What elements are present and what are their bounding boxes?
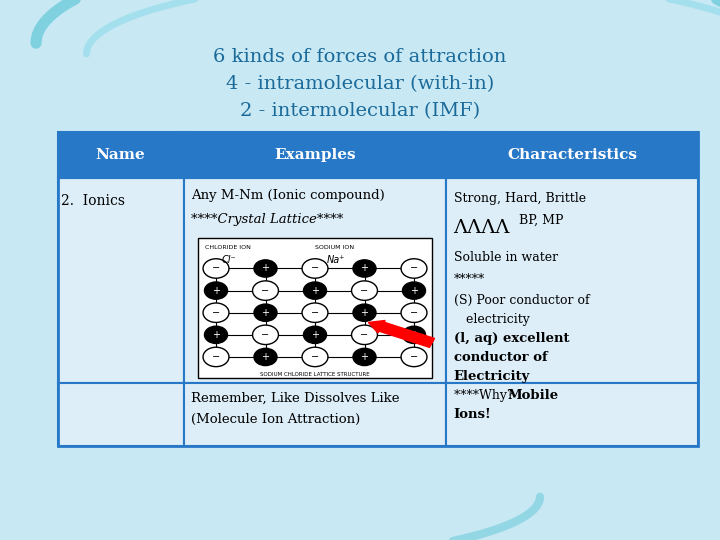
Text: −: − — [410, 352, 418, 362]
Circle shape — [304, 282, 327, 299]
Circle shape — [204, 326, 228, 343]
Circle shape — [302, 303, 328, 322]
Text: Cl⁻: Cl⁻ — [222, 255, 236, 265]
Bar — [184, 178, 446, 383]
Text: −: − — [361, 330, 369, 340]
Text: −: − — [311, 264, 319, 273]
Text: +: + — [361, 308, 369, 318]
Text: +: + — [410, 330, 418, 340]
Text: +: + — [212, 286, 220, 295]
Circle shape — [254, 304, 277, 321]
Text: Soluble in water: Soluble in water — [454, 251, 558, 264]
Circle shape — [203, 259, 229, 278]
Text: Remember, Like Dissolves Like: Remember, Like Dissolves Like — [191, 392, 400, 404]
Circle shape — [203, 347, 229, 367]
Bar — [446, 178, 698, 383]
Text: −: − — [261, 286, 269, 295]
Text: Characteristics: Characteristics — [508, 148, 637, 162]
Bar — [198, 238, 432, 378]
Circle shape — [353, 304, 376, 321]
Text: 2.  Ionics: 2. Ionics — [61, 194, 125, 208]
Text: −: − — [212, 308, 220, 318]
Text: +: + — [361, 352, 369, 362]
Circle shape — [204, 282, 228, 299]
Circle shape — [302, 259, 328, 278]
Text: −: − — [212, 264, 220, 273]
Text: Name: Name — [96, 148, 145, 162]
Text: ΛΛΛΛ: ΛΛΛΛ — [454, 219, 510, 237]
Bar — [58, 178, 184, 383]
Text: *****: ***** — [454, 273, 485, 286]
Circle shape — [401, 347, 427, 367]
Text: −: − — [261, 330, 269, 340]
Text: Na⁺: Na⁺ — [327, 255, 345, 265]
Text: SODIUM ION: SODIUM ION — [315, 245, 354, 250]
Text: +: + — [361, 264, 369, 273]
Circle shape — [353, 348, 376, 366]
Text: Mobile: Mobile — [508, 389, 559, 402]
Text: ****Why?: ****Why? — [454, 389, 521, 402]
Text: (Molecule Ion Attraction): (Molecule Ion Attraction) — [191, 413, 360, 426]
FancyArrow shape — [369, 321, 435, 347]
Text: +: + — [311, 286, 319, 295]
Circle shape — [351, 281, 377, 300]
Text: +: + — [261, 352, 269, 362]
Circle shape — [402, 326, 426, 343]
Circle shape — [253, 325, 279, 345]
Text: +: + — [311, 330, 319, 340]
Text: −: − — [410, 264, 418, 273]
Bar — [58, 383, 184, 446]
Bar — [58, 132, 698, 446]
Circle shape — [401, 259, 427, 278]
Text: −: − — [212, 352, 220, 362]
Circle shape — [203, 303, 229, 322]
Circle shape — [254, 348, 277, 366]
Bar — [58, 132, 698, 178]
Text: −: − — [311, 308, 319, 318]
Circle shape — [401, 303, 427, 322]
Text: +: + — [410, 286, 418, 295]
Circle shape — [353, 260, 376, 277]
Text: −: − — [361, 286, 369, 295]
Text: (S) Poor conductor of: (S) Poor conductor of — [454, 294, 589, 307]
Text: −: − — [410, 308, 418, 318]
Text: BP, MP: BP, MP — [515, 213, 563, 226]
Text: −: − — [311, 352, 319, 362]
Bar — [184, 383, 446, 446]
Text: +: + — [212, 330, 220, 340]
Text: ****Crystal Lattice****: ****Crystal Lattice**** — [191, 213, 343, 226]
Circle shape — [304, 326, 327, 343]
Text: CHLORIDE ION: CHLORIDE ION — [205, 245, 251, 250]
Circle shape — [253, 281, 279, 300]
Text: Electricity: Electricity — [454, 370, 530, 383]
Text: (l, aq) excellent: (l, aq) excellent — [454, 332, 569, 345]
Circle shape — [402, 282, 426, 299]
Text: +: + — [261, 264, 269, 273]
Text: electricity: electricity — [454, 313, 529, 326]
Text: Ions!: Ions! — [454, 408, 491, 421]
Text: Examples: Examples — [274, 148, 356, 162]
Text: Any M-Nm (Ionic compound): Any M-Nm (Ionic compound) — [191, 189, 384, 202]
Text: 2 - intermolecular (IMF): 2 - intermolecular (IMF) — [240, 102, 480, 120]
Text: SODIUM CHLORIDE LATTICE STRUCTURE: SODIUM CHLORIDE LATTICE STRUCTURE — [260, 372, 370, 377]
Circle shape — [302, 347, 328, 367]
Text: 6 kinds of forces of attraction: 6 kinds of forces of attraction — [213, 48, 507, 66]
Circle shape — [254, 260, 277, 277]
Text: +: + — [261, 308, 269, 318]
Bar — [446, 383, 698, 446]
Text: Strong, Hard, Brittle: Strong, Hard, Brittle — [454, 192, 586, 205]
Text: conductor of: conductor of — [454, 351, 547, 364]
Text: 4 - intramolecular (with-in): 4 - intramolecular (with-in) — [226, 75, 494, 93]
Circle shape — [351, 325, 377, 345]
